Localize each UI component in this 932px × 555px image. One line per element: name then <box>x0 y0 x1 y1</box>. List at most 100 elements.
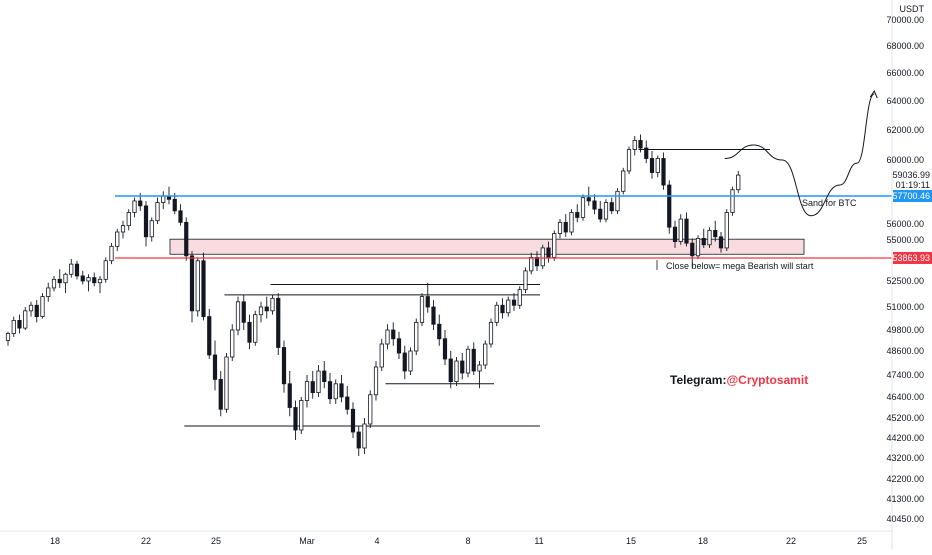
candle-body <box>586 197 591 202</box>
candle <box>92 272 97 287</box>
candle <box>626 146 632 175</box>
candle-body <box>701 237 706 246</box>
candle <box>247 314 252 350</box>
candle-body <box>155 202 160 222</box>
price-levels[interactable] <box>115 195 892 270</box>
y-tick-label: 56000.00 <box>886 219 924 229</box>
candle <box>207 308 212 359</box>
candle-body <box>483 343 488 366</box>
candle-body <box>523 270 528 291</box>
candle-body <box>368 394 373 425</box>
candle <box>270 294 275 315</box>
candle-body <box>477 364 482 372</box>
candle-body <box>34 304 39 317</box>
candle-body <box>500 304 505 314</box>
candle <box>557 219 563 239</box>
candle <box>97 275 103 294</box>
candle-body <box>603 202 609 220</box>
candle <box>540 244 545 270</box>
candle <box>655 155 660 178</box>
candle-body <box>207 316 212 356</box>
y-tick-label: 46400.00 <box>886 392 924 402</box>
candle-body <box>264 306 269 312</box>
candle <box>161 191 166 210</box>
candle <box>529 252 534 275</box>
y-tick-label: 51000.00 <box>886 302 924 312</box>
candle <box>431 300 436 330</box>
candle <box>690 238 695 268</box>
candle-body <box>402 352 407 372</box>
candle-body <box>287 383 292 408</box>
candle-body <box>615 190 620 212</box>
zone-rect <box>169 238 805 255</box>
candle <box>189 251 195 323</box>
projection-curve <box>724 93 875 217</box>
candle-body <box>690 242 695 257</box>
candle-body <box>730 189 735 213</box>
projection-path[interactable] <box>724 89 878 217</box>
price-axis[interactable]: 70000.00 68000.00 66000.00 64000.00 62000.00… <box>886 0 924 550</box>
projection-arrowhead <box>869 89 878 99</box>
candle <box>667 180 672 234</box>
currency-label: USDT <box>900 4 925 14</box>
candle <box>563 214 568 237</box>
candle <box>460 353 465 380</box>
candle <box>442 330 448 365</box>
candle <box>621 167 626 195</box>
y-tick-label: 43200.00 <box>886 453 924 463</box>
candle <box>644 140 649 164</box>
candle-body <box>655 158 660 173</box>
last-price-bg <box>893 170 932 190</box>
candle-body <box>471 348 476 372</box>
support-zone[interactable] <box>169 238 805 255</box>
candle-body <box>621 170 626 192</box>
time-axis[interactable]: 18 22 25 Mar 4 8 11 15 18 22 25 <box>0 530 892 546</box>
candle-body <box>247 321 252 343</box>
candle-body <box>494 304 499 323</box>
candle-body <box>120 225 126 233</box>
candle-body <box>241 301 246 323</box>
blue-level-tag-text: 57700.46 <box>892 191 930 201</box>
candle-body <box>63 273 68 284</box>
horizontal-segments[interactable] <box>184 149 770 427</box>
candle <box>414 318 419 355</box>
candle-body <box>161 195 166 203</box>
candle-body <box>74 263 80 277</box>
y-tick-label: 45200.00 <box>886 413 924 423</box>
candle-body <box>126 212 131 226</box>
candle-body <box>379 343 384 368</box>
candle-body <box>695 237 701 257</box>
candle <box>126 209 131 231</box>
candle <box>23 307 28 330</box>
candle-body <box>414 321 419 352</box>
candle <box>201 252 206 321</box>
candle <box>327 373 333 404</box>
candle-body <box>425 296 430 308</box>
candle-body <box>713 229 718 238</box>
candle-body <box>557 221 563 234</box>
candle-body <box>644 147 649 159</box>
candle-body <box>172 198 177 212</box>
y-tick-label: 48600.00 <box>886 346 924 356</box>
candle <box>672 220 678 248</box>
candle-body <box>350 408 356 433</box>
candle <box>310 371 315 399</box>
candle-body <box>80 275 85 282</box>
candle-body <box>327 381 333 400</box>
candle <box>454 357 459 386</box>
candle <box>345 386 350 415</box>
candle-body <box>661 158 666 186</box>
candle <box>603 199 609 223</box>
candle-body <box>684 218 689 244</box>
candle-body <box>5 333 11 341</box>
candle-body <box>339 383 344 398</box>
candle <box>465 345 471 378</box>
candle-body <box>626 149 632 172</box>
candle <box>500 298 505 319</box>
candle-body <box>678 218 683 242</box>
candle-body <box>28 304 34 312</box>
candle-body <box>362 423 367 449</box>
candle <box>713 220 718 242</box>
